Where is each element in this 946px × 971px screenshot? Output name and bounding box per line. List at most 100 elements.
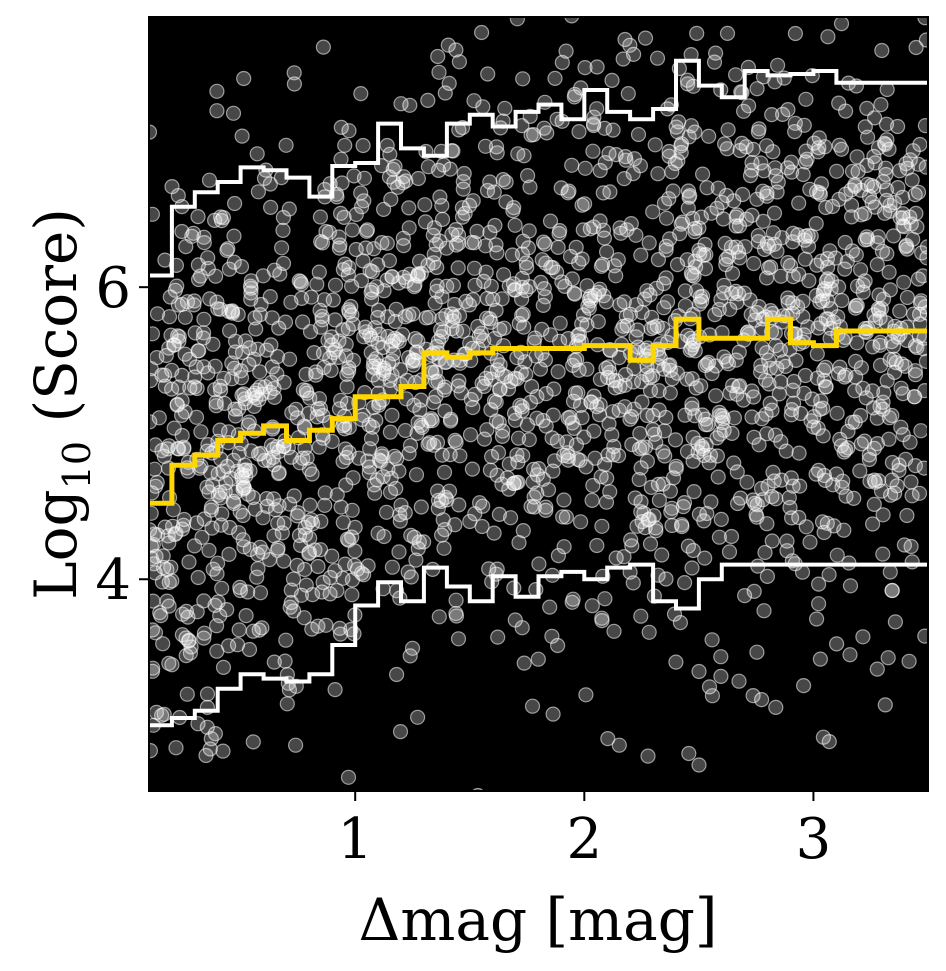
scatter-point — [304, 466, 320, 482]
scatter-point — [386, 448, 402, 464]
scatter-point — [833, 17, 850, 32]
scatter-point — [587, 450, 603, 466]
scatter-point — [437, 85, 453, 101]
scatter-point — [592, 213, 608, 229]
scatter-point — [312, 209, 328, 225]
scatter-point — [729, 464, 745, 480]
scatter-point — [691, 663, 707, 680]
scatter-point — [286, 488, 302, 504]
scatter-point — [869, 436, 886, 452]
scatter-point — [433, 493, 449, 509]
scatter-point — [780, 0, 794, 8]
scatter-point — [345, 352, 361, 368]
scatter-point — [556, 539, 572, 555]
scatter-point — [792, 478, 808, 494]
scatter-point — [318, 617, 334, 633]
scatter-point — [275, 222, 291, 238]
scatter-point — [688, 380, 704, 396]
scatter-point — [764, 489, 780, 505]
scatter-point — [679, 443, 696, 460]
scatter-point — [300, 405, 317, 422]
scatter-point — [800, 319, 816, 335]
scatter-point — [429, 278, 445, 294]
scatter-point — [665, 183, 681, 199]
scatter-point — [216, 370, 232, 386]
scatter-point — [530, 651, 546, 667]
scatter-point — [315, 39, 331, 55]
step-line-upper — [149, 58, 928, 278]
scatter-point — [745, 687, 761, 704]
scatter-point — [344, 502, 360, 518]
scatter-point — [710, 469, 726, 485]
scatter-point — [262, 176, 278, 192]
scatter-point — [325, 292, 341, 308]
scatter-point — [556, 447, 572, 464]
scatter-point — [611, 737, 627, 753]
scatter-point — [557, 278, 573, 294]
scatter-point — [282, 351, 298, 367]
scatter-point — [750, 124, 767, 140]
scatter-point — [310, 618, 326, 634]
scatter-point — [637, 342, 653, 358]
scatter-point — [890, 180, 906, 196]
scatter-point — [604, 72, 620, 89]
scatter-point — [680, 76, 696, 92]
scatter-point — [882, 564, 898, 580]
scatter-point — [577, 160, 593, 176]
scatter-point — [513, 291, 530, 307]
scatter-point — [295, 450, 311, 466]
scatter-point — [356, 170, 372, 186]
scatter-point — [254, 620, 270, 636]
scatter-point — [506, 200, 522, 216]
scatter-point — [447, 432, 463, 448]
scatter-point — [488, 394, 504, 410]
scatter-point — [265, 441, 281, 457]
scatter-point — [798, 91, 814, 107]
scatter-point — [806, 135, 822, 151]
scatter-point — [904, 554, 920, 570]
scatter-point — [383, 338, 399, 354]
scatter-point — [592, 371, 609, 387]
scatter-point — [866, 148, 882, 165]
scatter-point — [761, 376, 777, 392]
scatter-point — [529, 485, 545, 501]
x-tick-label: 1 — [337, 807, 373, 872]
scatter-point — [174, 223, 190, 240]
scatter-point — [775, 354, 791, 370]
scatter-point — [596, 230, 613, 246]
scatter-point — [907, 363, 923, 379]
scatter-point — [331, 333, 347, 349]
scatter-point — [215, 659, 232, 676]
scatter-point — [348, 206, 364, 223]
scatter-point — [881, 264, 897, 280]
scatter-point — [768, 699, 784, 716]
scatter-point — [855, 284, 871, 300]
scatter-point — [544, 430, 560, 446]
scatter-point — [829, 547, 845, 563]
scatter-point — [233, 259, 250, 275]
scatter-point — [848, 247, 864, 263]
scatter-point — [372, 452, 388, 468]
scatter-point — [489, 467, 505, 483]
scatter-point — [483, 314, 499, 330]
scatter-point — [428, 374, 444, 390]
scatter-point — [344, 529, 360, 545]
scatter-point — [153, 607, 169, 624]
scatter-point — [566, 420, 582, 436]
scatter-point — [590, 314, 606, 330]
scatter-point — [450, 631, 467, 647]
scatter-point — [355, 407, 371, 423]
scatter-point — [155, 548, 171, 564]
scatter-point — [235, 532, 251, 548]
scatter-point — [551, 225, 567, 242]
scatter-point — [684, 560, 700, 576]
scatter-point — [162, 810, 176, 824]
scatter-point — [611, 350, 627, 366]
scatter-point — [617, 367, 634, 383]
scatter-point — [151, 410, 167, 426]
scatter-point — [190, 209, 206, 225]
scatter-point — [550, 364, 566, 380]
scatter-point — [241, 414, 257, 430]
scatter-point — [243, 280, 259, 296]
scatter-point — [740, 98, 757, 114]
